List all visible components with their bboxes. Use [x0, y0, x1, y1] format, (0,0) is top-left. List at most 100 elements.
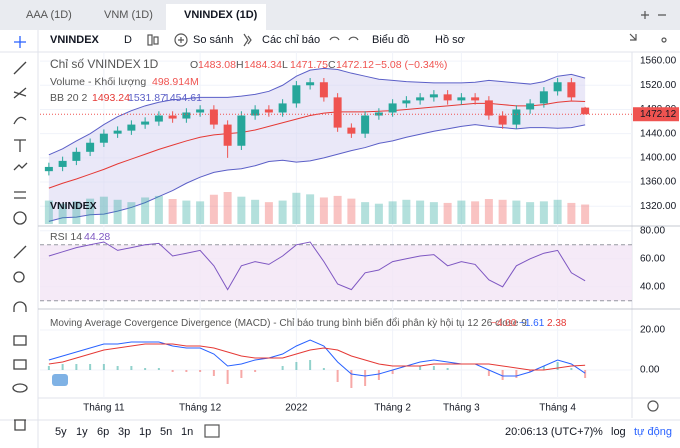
volume-bar [264, 202, 273, 224]
candle-body [209, 109, 218, 125]
volume-value: 498.914M [152, 76, 199, 88]
tab: VNINDEX (1D) [184, 9, 258, 21]
volume-bar [251, 199, 260, 224]
volume-bar [388, 201, 397, 224]
macd-histogram [89, 364, 92, 370]
candle-body [264, 109, 273, 113]
candle-body [127, 124, 136, 131]
candle-body [416, 97, 425, 101]
volume-bar [306, 194, 315, 224]
candle-body [361, 115, 370, 134]
candle-body [58, 160, 67, 167]
volume-bar [182, 200, 191, 224]
volume-bar [237, 196, 246, 224]
toolbar-icons [147, 11, 667, 438]
macd-histogram [185, 370, 188, 372]
volume-bar [429, 202, 438, 224]
macd-histogram [281, 366, 284, 370]
range-button[interactable]: 1y [76, 426, 88, 438]
y-tick-label: 80.00 [640, 225, 665, 236]
candle-body [388, 103, 397, 113]
volume-bar [402, 199, 411, 224]
tab: AAA (1D) [26, 9, 72, 21]
macd-histogram [322, 368, 325, 370]
candle-body [154, 115, 163, 122]
chart-type-button: Biểu đồ [372, 34, 410, 46]
macd-line [48, 343, 586, 371]
tab: VNM (1D) [104, 9, 153, 21]
last-price-tag [633, 107, 679, 122]
candle-body [86, 142, 95, 152]
macd-histogram [570, 368, 573, 370]
macd-histogram [515, 370, 518, 378]
macd-histogram [584, 370, 587, 378]
bollinger-lower [48, 124, 586, 222]
candle-body [347, 127, 356, 134]
bollinger-name: BB 20 2 [50, 92, 88, 104]
range-button[interactable]: 6p [97, 426, 110, 438]
range-button[interactable]: 5n [160, 426, 173, 438]
macd-histogram [419, 366, 422, 370]
bollinger-upper [48, 67, 586, 156]
volume-name: Volume - Khối lượng [50, 76, 147, 88]
volume-bar [44, 200, 53, 224]
clock: 20:06:13 (UTC+7) [505, 426, 594, 438]
candle-body [251, 109, 260, 116]
macd-value: −4.00 [491, 318, 517, 329]
y-tick-label: 40.00 [640, 281, 665, 292]
candle-body [72, 151, 81, 161]
bollinger-fill [48, 68, 586, 222]
ohlc-value: 1484.34 [244, 59, 282, 71]
change: −5.08 (−0.34%) [375, 59, 448, 71]
macd-histogram [432, 366, 435, 370]
ohlc-value: 1483.08 [198, 59, 236, 71]
volume-bar [498, 199, 507, 224]
volume-bar [209, 194, 218, 224]
candle-body [457, 97, 466, 101]
x-tick-label: Tháng 11 [83, 403, 125, 414]
macd-value: 2.38 [547, 318, 567, 329]
range-button[interactable]: 1n [181, 426, 194, 438]
range-button[interactable]: 1p [139, 426, 152, 438]
volume-bar [484, 199, 493, 224]
macd-histogram [542, 366, 545, 370]
candle-body [292, 85, 301, 104]
candle-body [196, 109, 205, 113]
candle-body [319, 82, 328, 98]
volume-bar [553, 199, 562, 224]
y-tick-label: 1520.00 [640, 80, 677, 91]
volume-bar [347, 198, 356, 224]
x-tick-label: Tháng 4 [539, 403, 576, 414]
macd-name: Moving Average Covergence Divergence (MA… [50, 318, 527, 329]
candle-body [539, 91, 548, 104]
volume-bar [292, 192, 301, 224]
candle-body [333, 97, 342, 128]
volume-bar [141, 197, 150, 224]
volume-bar [526, 202, 535, 224]
candle-body [306, 82, 315, 86]
profile-button: Hồ sơ [435, 34, 465, 46]
macd-histogram [350, 370, 353, 388]
y-tick-label: 1360.00 [640, 177, 677, 188]
candle-body [471, 97, 480, 101]
x-tick-label: Tháng 12 [179, 403, 222, 414]
macd-line [48, 339, 586, 377]
range-button[interactable]: 3p [118, 426, 131, 438]
range-button[interactable]: 5y [55, 426, 67, 438]
macd-histogram [254, 370, 257, 372]
candle-body [168, 115, 177, 119]
candle-body [512, 109, 521, 125]
candle-body [443, 94, 452, 101]
volume-bar [319, 197, 328, 224]
candle-body [223, 124, 232, 146]
candle-body [237, 115, 246, 146]
volume-bar [374, 203, 383, 224]
candle-body [113, 130, 122, 134]
candle-body [526, 103, 535, 110]
macd-histogram [240, 370, 243, 378]
sidebar-icons [12, 36, 28, 431]
volume-bar [361, 202, 370, 224]
volume-bar [127, 202, 136, 224]
macd-histogram [377, 370, 380, 380]
